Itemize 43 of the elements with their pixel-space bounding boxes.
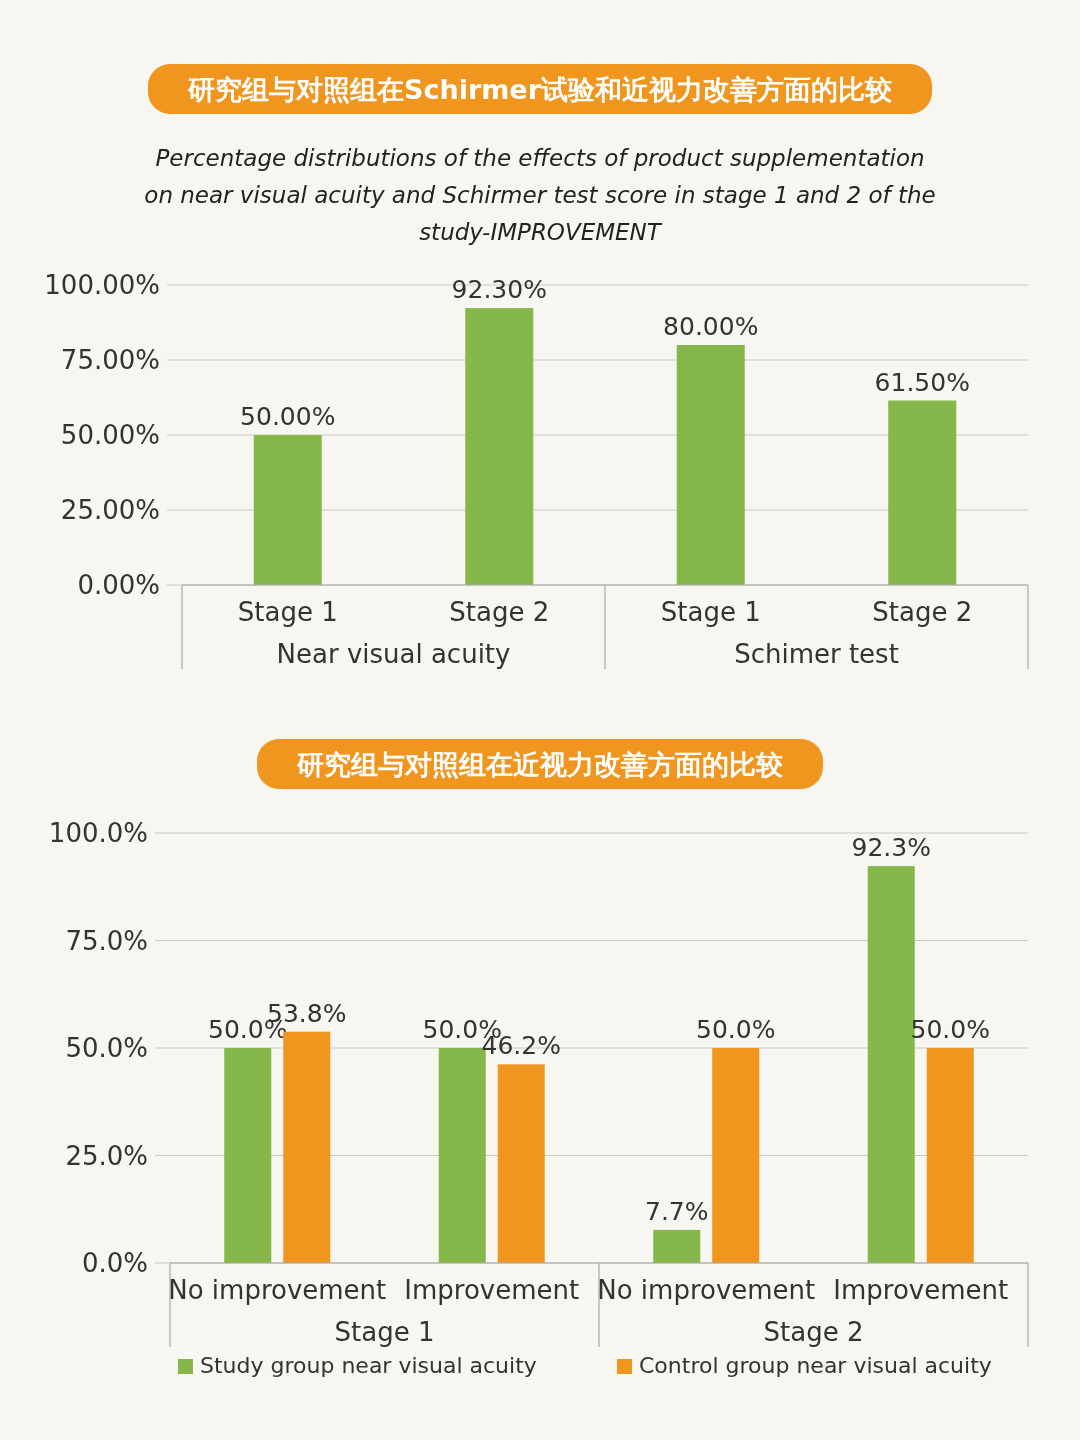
- y-tick-label: 25.0%: [65, 1140, 148, 1171]
- x-tick-label: Stage 1: [660, 597, 761, 627]
- chart-title: 研究组与对照组在近视力改善方面的比较: [296, 749, 784, 780]
- text: Near visual acuity: [276, 639, 511, 669]
- chart-title: 研究组与对照组在Schirmer试验和近视力改善方面的比较: [186, 74, 893, 105]
- bar: [497, 1064, 545, 1263]
- legend-label: Study group near visual acuity: [200, 1353, 537, 1378]
- data-label: 50.00%: [240, 402, 336, 431]
- y-tick-label: 100.0%: [48, 818, 148, 848]
- data-label: 61.50%: [874, 367, 970, 397]
- legend-label: Control group near visual acuity: [639, 1353, 992, 1378]
- y-tick-label: 50.00%: [60, 420, 160, 450]
- bar: [224, 1048, 272, 1263]
- x-tick-label: No improvement: [597, 1275, 816, 1305]
- x-tick-label: Stage 2: [449, 597, 550, 627]
- text: Stage 1: [334, 1317, 435, 1347]
- bar: [888, 400, 957, 585]
- y-tick-label: 0.0%: [81, 1248, 148, 1278]
- bar: [676, 345, 745, 585]
- x-tick-label: Stage 2: [872, 597, 973, 627]
- x-tick-label: Improvement: [404, 1275, 580, 1305]
- text: Stage 2: [763, 1317, 864, 1347]
- bar: [253, 435, 322, 585]
- data-label: 92.3%: [851, 833, 931, 863]
- bar: [926, 1048, 974, 1263]
- y-tick-label: 0.00%: [77, 570, 160, 600]
- y-tick-label: 25.00%: [60, 495, 160, 525]
- bar: [653, 1229, 701, 1263]
- y-tick-label: 75.00%: [60, 345, 160, 375]
- y-tick-label: 100.00%: [44, 270, 160, 300]
- y-tick-label: 50.0%: [65, 1033, 148, 1063]
- data-label: 92.30%: [451, 275, 547, 305]
- bar: [465, 308, 534, 585]
- text: Schimer test: [734, 639, 899, 669]
- chart-subtitle: Percentage distributions of the effects of product supplementation on near visual acuity and Schirmer test score in stage 1 and 2 of the study-IMPROVEMENT: [144, 145, 936, 245]
- y-tick-label: 75.0%: [65, 925, 148, 956]
- x-tick-label: Improvement: [833, 1275, 1009, 1305]
- x-tick-label: No improvement: [168, 1275, 387, 1305]
- data-label: 7.7%: [644, 1196, 709, 1226]
- bar: [712, 1048, 760, 1263]
- x-tick-label: Stage 1: [237, 597, 338, 627]
- data-label: 80.00%: [663, 312, 759, 341]
- data-label: 50.0%: [696, 1015, 776, 1044]
